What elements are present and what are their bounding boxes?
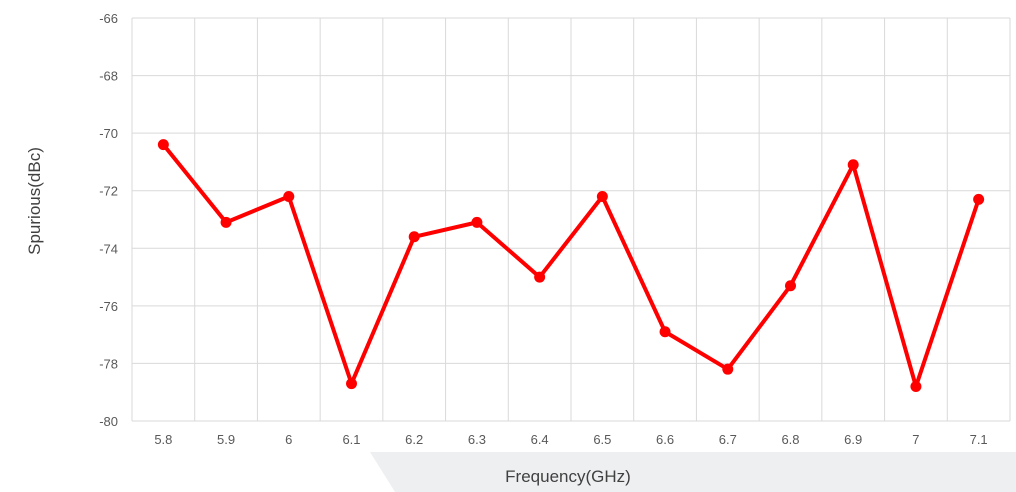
- data-point-7: [596, 190, 608, 202]
- y-axis-title: Spurious(dBc): [25, 147, 44, 255]
- x-tick-labels: 5.8 5.9 6 6.1 6.2 6.3 6.4 6.5 6.6 6.7 6.8 6.9 7 7.1: [154, 432, 987, 447]
- series-line-0: [161, 142, 981, 389]
- y-tick-label-0: -66: [99, 11, 118, 26]
- y-tick-label-4: -74: [99, 241, 118, 256]
- x-tick-label-12: 7: [912, 432, 919, 447]
- data-point-8: [659, 326, 671, 338]
- axis-title-shading: [370, 452, 1016, 492]
- data-point-11: [847, 159, 859, 171]
- series-group: [157, 139, 985, 392]
- data-point-2: [283, 190, 295, 202]
- data-point-0: [157, 139, 169, 151]
- y-tick-label-1: -68: [99, 69, 118, 84]
- data-point-3: [346, 378, 357, 390]
- data-point-13: [973, 193, 985, 205]
- data-point-4: [408, 231, 420, 243]
- x-tick-label-7: 6.5: [593, 432, 611, 447]
- data-point-10: [785, 280, 796, 292]
- x-tick-label-5: 6.3: [468, 432, 486, 447]
- gridlines: [131, 17, 1011, 422]
- data-point-5: [471, 216, 483, 228]
- data-point-6: [534, 271, 546, 283]
- x-axis-title: Frequency(GHz): [505, 467, 631, 486]
- x-tick-label-0: 5.8: [154, 432, 172, 447]
- data-point-1: [220, 216, 232, 228]
- data-point-12: [910, 380, 922, 392]
- y-tick-label-7: -80: [99, 414, 118, 429]
- x-tick-label-11: 6.9: [844, 432, 862, 447]
- y-tick-label-6: -78: [99, 356, 118, 371]
- x-tick-label-13: 7.1: [970, 432, 988, 447]
- y-tick-label-2: -70: [99, 126, 118, 141]
- y-tick-labels: -66 -68 -70 -72 -74 -76 -78 -80: [99, 11, 118, 429]
- y-tick-label-5: -76: [99, 299, 118, 314]
- x-tick-label-4: 6.2: [405, 432, 423, 447]
- x-tick-label-3: 6.1: [342, 432, 360, 447]
- y-tick-label-3: -72: [99, 184, 118, 199]
- x-tick-label-1: 5.9: [217, 432, 235, 447]
- x-tick-label-6: 6.4: [531, 432, 549, 447]
- x-tick-label-8: 6.6: [656, 432, 674, 447]
- x-tick-label-10: 6.8: [781, 432, 799, 447]
- x-tick-label-9: 6.7: [719, 432, 737, 447]
- x-tick-label-2: 6: [285, 432, 292, 447]
- data-point-9: [722, 363, 734, 375]
